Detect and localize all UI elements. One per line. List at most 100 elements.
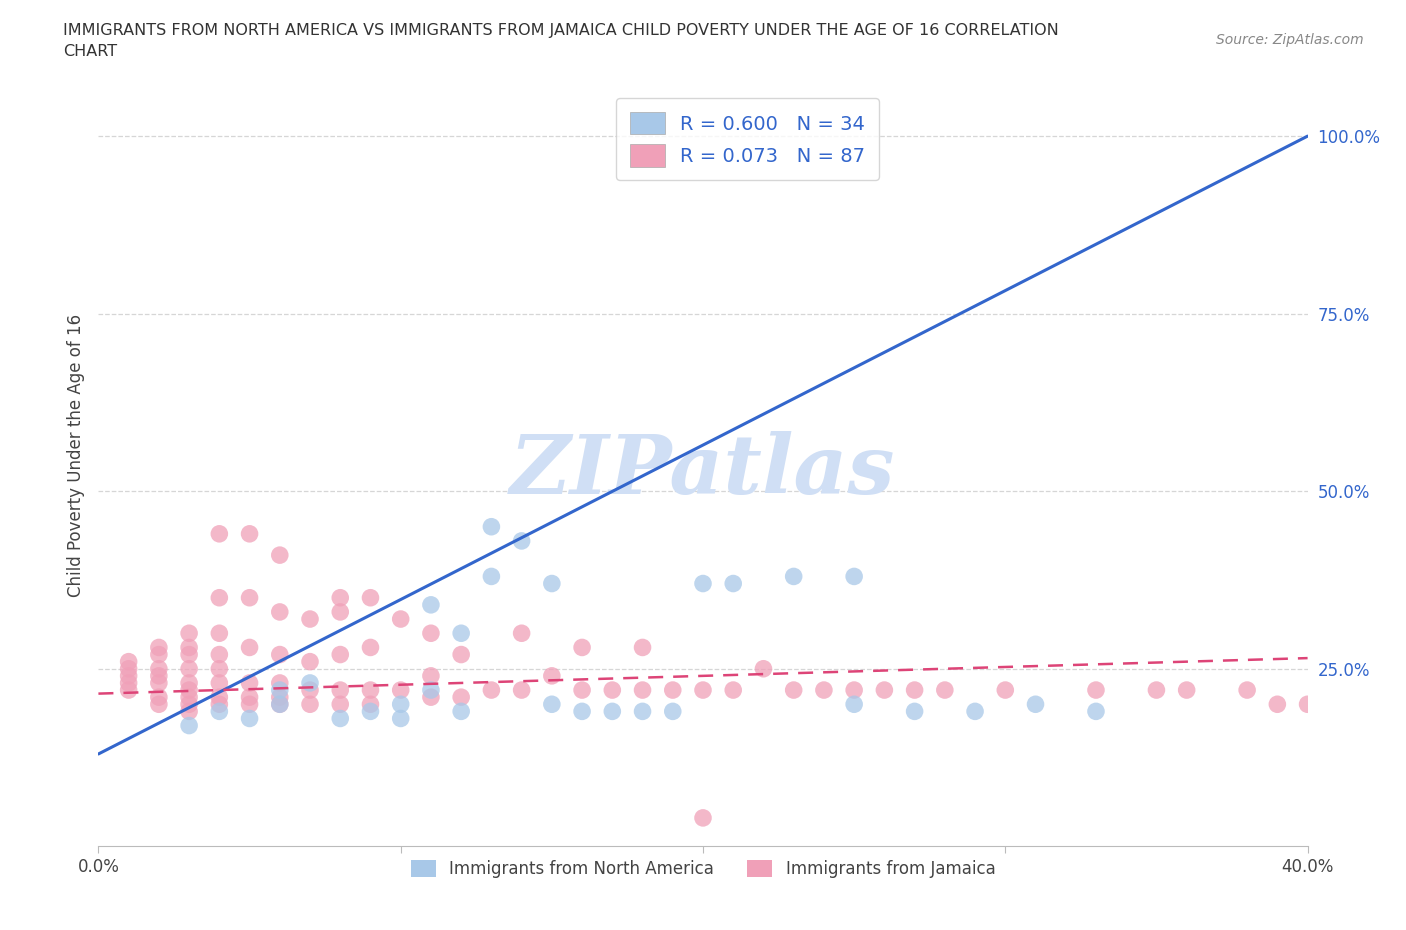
Y-axis label: Child Poverty Under the Age of 16: Child Poverty Under the Age of 16 [66, 314, 84, 597]
Point [783, 569, 806, 584]
Point [299, 654, 322, 669]
Point [510, 534, 533, 549]
Point [329, 591, 352, 605]
Point [450, 626, 472, 641]
Point [602, 704, 624, 719]
Point [239, 675, 262, 690]
Point [540, 697, 562, 711]
Point [844, 697, 866, 711]
Point [813, 683, 835, 698]
Legend: Immigrants from North America, Immigrants from Jamaica: Immigrants from North America, Immigrant… [404, 854, 1002, 884]
Point [631, 640, 654, 655]
Point [1085, 704, 1108, 719]
Point [389, 711, 412, 726]
Point [752, 661, 775, 676]
Point [208, 591, 231, 605]
Point [1085, 683, 1108, 698]
Point [510, 683, 533, 698]
Point [360, 697, 382, 711]
Point [481, 569, 503, 584]
Point [239, 697, 262, 711]
Point [148, 675, 170, 690]
Point [481, 519, 503, 534]
Point [299, 697, 322, 711]
Point [269, 647, 291, 662]
Point [118, 675, 141, 690]
Point [208, 661, 231, 676]
Point [1175, 683, 1198, 698]
Point [904, 683, 927, 698]
Point [269, 604, 291, 619]
Point [208, 675, 231, 690]
Text: IMMIGRANTS FROM NORTH AMERICA VS IMMIGRANTS FROM JAMAICA CHILD POVERTY UNDER THE: IMMIGRANTS FROM NORTH AMERICA VS IMMIGRA… [63, 23, 1059, 38]
Point [208, 704, 231, 719]
Point [602, 683, 624, 698]
Point [1267, 697, 1289, 711]
Point [420, 690, 443, 705]
Point [179, 683, 201, 698]
Point [179, 690, 201, 705]
Point [450, 647, 472, 662]
Point [360, 640, 382, 655]
Point [299, 675, 322, 690]
Point [269, 675, 291, 690]
Point [118, 669, 141, 684]
Point [299, 612, 322, 627]
Point [329, 697, 352, 711]
Point [571, 640, 593, 655]
Point [118, 683, 141, 698]
Point [118, 654, 141, 669]
Point [661, 704, 683, 719]
Point [329, 711, 352, 726]
Point [692, 683, 714, 698]
Point [844, 683, 866, 698]
Point [148, 647, 170, 662]
Point [723, 576, 745, 591]
Point [783, 683, 806, 698]
Text: Source: ZipAtlas.com: Source: ZipAtlas.com [1216, 33, 1364, 46]
Point [571, 704, 593, 719]
Point [692, 576, 714, 591]
Point [239, 711, 262, 726]
Point [723, 683, 745, 698]
Point [269, 548, 291, 563]
Point [965, 704, 987, 719]
Point [873, 683, 896, 698]
Point [631, 704, 654, 719]
Point [389, 612, 412, 627]
Point [239, 526, 262, 541]
Point [239, 690, 262, 705]
Point [420, 683, 443, 698]
Point [179, 626, 201, 641]
Point [148, 690, 170, 705]
Point [420, 626, 443, 641]
Point [844, 569, 866, 584]
Point [179, 675, 201, 690]
Point [239, 640, 262, 655]
Point [481, 683, 503, 698]
Point [269, 683, 291, 698]
Point [420, 597, 443, 612]
Point [179, 704, 201, 719]
Point [450, 704, 472, 719]
Point [239, 591, 262, 605]
Point [148, 697, 170, 711]
Text: CHART: CHART [63, 44, 117, 59]
Point [269, 690, 291, 705]
Point [1296, 697, 1319, 711]
Point [450, 690, 472, 705]
Point [269, 697, 291, 711]
Point [299, 683, 322, 698]
Point [934, 683, 956, 698]
Point [661, 683, 683, 698]
Point [904, 704, 927, 719]
Point [179, 647, 201, 662]
Point [540, 576, 562, 591]
Text: ZIPatlas: ZIPatlas [510, 432, 896, 512]
Point [540, 669, 562, 684]
Point [269, 697, 291, 711]
Point [148, 669, 170, 684]
Point [179, 640, 201, 655]
Point [208, 690, 231, 705]
Point [179, 661, 201, 676]
